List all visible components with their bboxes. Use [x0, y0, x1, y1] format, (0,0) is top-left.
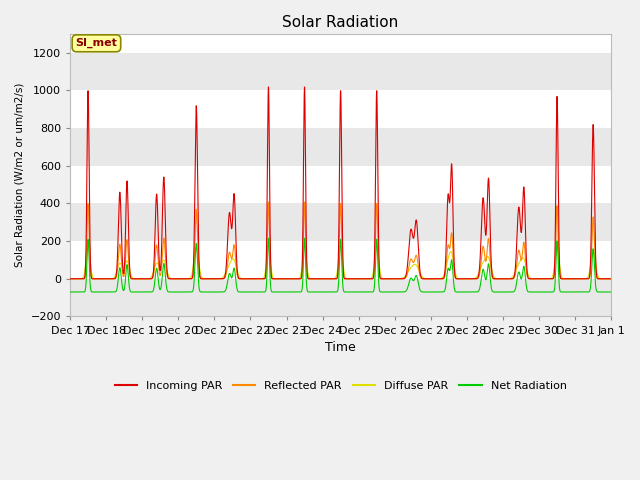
Y-axis label: Solar Radiation (W/m2 or um/m2/s): Solar Radiation (W/m2 or um/m2/s) [15, 83, 25, 267]
X-axis label: Time: Time [325, 341, 356, 354]
Bar [70, 279, 611, 316]
Text: SI_met: SI_met [76, 38, 117, 48]
Bar [70, 204, 611, 241]
Legend: Incoming PAR, Reflected PAR, Diffuse PAR, Net Radiation: Incoming PAR, Reflected PAR, Diffuse PAR… [110, 377, 571, 396]
Title: Solar Radiation: Solar Radiation [282, 15, 399, 30]
Bar [70, 128, 611, 166]
Bar [70, 53, 611, 90]
